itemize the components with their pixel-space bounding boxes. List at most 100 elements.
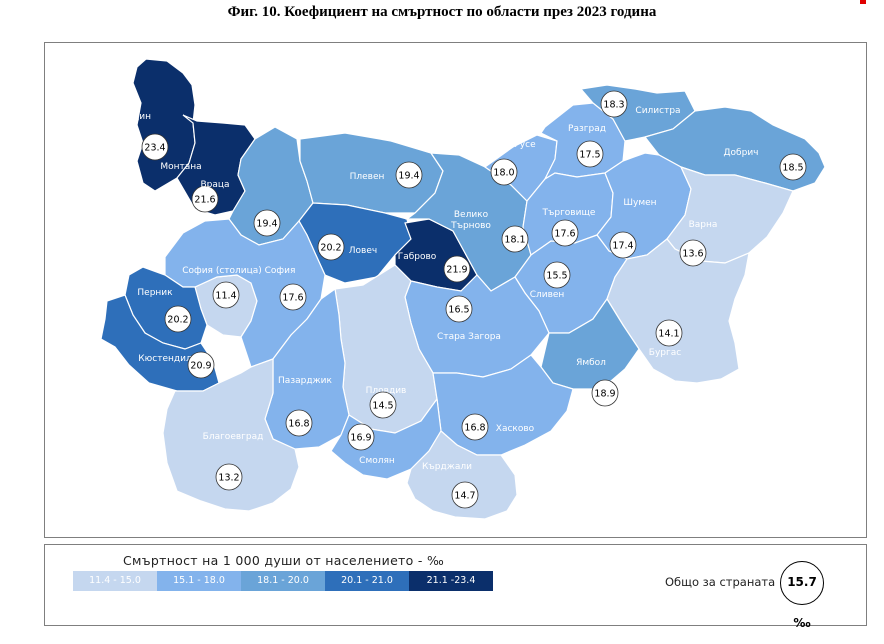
value-circle-смолян: [347, 423, 375, 451]
value-label-пазарджик: 16.8: [288, 419, 309, 430]
value-label-благоевград: 13.2: [218, 473, 239, 484]
region-label-бургас: Бургас: [649, 348, 681, 358]
value-label-варна: 13.6: [682, 249, 703, 260]
value-circle-монтана: [191, 185, 219, 213]
value-circle-благоевград: [215, 463, 243, 491]
value-label-търговище: 17.6: [554, 229, 575, 240]
value-label-велико-търново: 18.1: [504, 235, 525, 246]
total-label: Общо за страната: [665, 575, 776, 589]
value-label-габрово: 21.9: [446, 265, 467, 276]
value-circle-бургас: [655, 319, 683, 347]
value-circle-враца: [253, 209, 281, 237]
value-label-плевен: 19.4: [398, 171, 419, 182]
red-corner-mark: [860, 0, 866, 4]
value-label-видин: 23.4: [144, 143, 165, 154]
region-label-перник: Перник: [137, 288, 173, 298]
value-label-русе: 18.0: [493, 168, 514, 179]
region-label-сливен: Сливен: [530, 290, 565, 300]
value-circle-плевен: [395, 161, 423, 189]
value-circle-ловеч: [317, 233, 345, 261]
value-circle-сливен: [543, 261, 571, 289]
region-label-смолян: Смолян: [359, 456, 395, 466]
region-label-велико-търново: Велико Търново: [450, 210, 491, 231]
region-кърджали: [406, 430, 518, 520]
value-label-шумен: 17.4: [612, 241, 633, 252]
region-label-варна: Варна: [689, 220, 718, 230]
value-circle-варна: [679, 239, 707, 267]
value-circle-кърджали: [451, 481, 479, 509]
region-label-русе: Русе: [514, 140, 536, 150]
region-label-кърджали: Кърджали: [422, 462, 472, 472]
region-label-хасково: Хасково: [496, 424, 535, 434]
value-circle-кюстендил: [187, 351, 215, 379]
legend-swatches: 11.4 - 15.0 15.1 - 18.0 18.1 - 20.0 20.1…: [73, 571, 493, 591]
value-label-ямбол: 18.9: [594, 389, 615, 400]
value-label-перник: 20.2: [167, 315, 188, 326]
region-label-софия-столица: София (столица): [182, 266, 262, 276]
value-circle-видин: [141, 133, 169, 161]
value-label-ловеч: 20.2: [320, 243, 341, 254]
region-label-габрово: Габрово: [398, 252, 437, 262]
value-circle-велико-търново: [501, 225, 529, 253]
value-label-софия: 17.6: [282, 293, 303, 304]
region-label-ловеч: Ловеч: [349, 246, 377, 256]
value-circle-хасково: [461, 413, 489, 441]
value-circle-ямбол: [591, 379, 619, 407]
value-circle-софия: [279, 283, 307, 311]
value-circle-разград: [576, 140, 604, 168]
value-circle-стара-загора: [445, 295, 473, 323]
legend-bin-2: 15.1 - 18.0: [157, 571, 241, 591]
legend-bin-4: 20.1 - 21.0: [325, 571, 409, 591]
value-circle-шумен: [609, 231, 637, 259]
region-label-пазарджик: Пазарджик: [278, 376, 332, 386]
total-value-circle: 15.7 ‰: [780, 561, 824, 630]
value-label-разград: 17.5: [579, 150, 600, 161]
value-label-добрич: 18.5: [782, 163, 803, 174]
legend-title: Смъртност на 1 000 души от населението -…: [123, 553, 445, 568]
value-label-смолян: 16.9: [350, 433, 371, 444]
region-благоевград: [162, 358, 300, 512]
value-circle-добрич: [779, 153, 807, 181]
region-label-пловдив: Пловдив: [366, 386, 407, 396]
region-label-силистра: Силистра: [635, 106, 680, 116]
value-circle-русе: [490, 158, 518, 186]
value-circle-пазарджик: [285, 409, 313, 437]
value-label-силистра: 18.3: [603, 100, 624, 111]
legend-bin-3: 18.1 - 20.0: [241, 571, 325, 591]
region-label-монтана: Монтана: [160, 162, 201, 172]
legend-frame: Смъртност на 1 000 души от населението -…: [44, 544, 867, 630]
bulgaria-map: Видин 23.4 Монтана 21.6 Враца 19.4 Плевен 19.4 Л…: [100, 58, 826, 520]
region-label-софия: София: [265, 266, 296, 276]
value-circle-габрово: [443, 255, 471, 283]
value-label-кърджали: 14.7: [454, 491, 475, 502]
map-frame: Видин 23.4 Монтана 21.6 Враца 19.4 Плевен 19.4 Л…: [44, 42, 867, 538]
value-label-сливен: 15.5: [546, 271, 567, 282]
figure-title: Фиг. 10. Коефициент на смъртност по обла…: [227, 4, 657, 20]
region-label-шумен: Шумен: [623, 198, 656, 208]
region-label-кюстендил: Кюстендил: [138, 354, 191, 364]
region-label-плевен: Плевен: [350, 172, 385, 182]
legend-bin-1: 11.4 - 15.0: [73, 571, 157, 591]
region-label-ямбол: Ямбол: [576, 358, 606, 368]
value-label-софия-столица: 11.4: [215, 291, 236, 302]
region-label-разград: Разград: [568, 124, 606, 134]
region-label-благоевград: Благоевград: [203, 432, 264, 442]
value-circle-софия-столица: [212, 281, 240, 309]
labels-layer: Видин 23.4 Монтана 21.6 Враца 19.4 Плевен 19.4 Л…: [121, 90, 807, 509]
region-label-добрич: Добрич: [724, 148, 759, 158]
value-label-кюстендил: 20.9: [190, 361, 211, 372]
value-circle-пловдив: [369, 391, 397, 419]
regions-layer: [100, 58, 826, 520]
region-label-търговище: Търговище: [542, 208, 596, 218]
value-label-хасково: 16.8: [464, 423, 485, 434]
value-label-враца: 19.4: [256, 219, 277, 230]
region-label-видин: Видин: [121, 112, 151, 122]
value-label-пловдив: 14.5: [372, 401, 393, 412]
region-label-стара-загора: Стара Загора: [437, 332, 501, 342]
value-label-бургас: 14.1: [658, 329, 679, 340]
region-label-враца: Враца: [200, 180, 229, 190]
value-label-стара-загора: 16.5: [448, 305, 469, 316]
value-circle-перник: [164, 305, 192, 333]
value-circle-търговище: [551, 219, 579, 247]
legend-bin-5: 21.1 -23.4: [409, 571, 493, 591]
